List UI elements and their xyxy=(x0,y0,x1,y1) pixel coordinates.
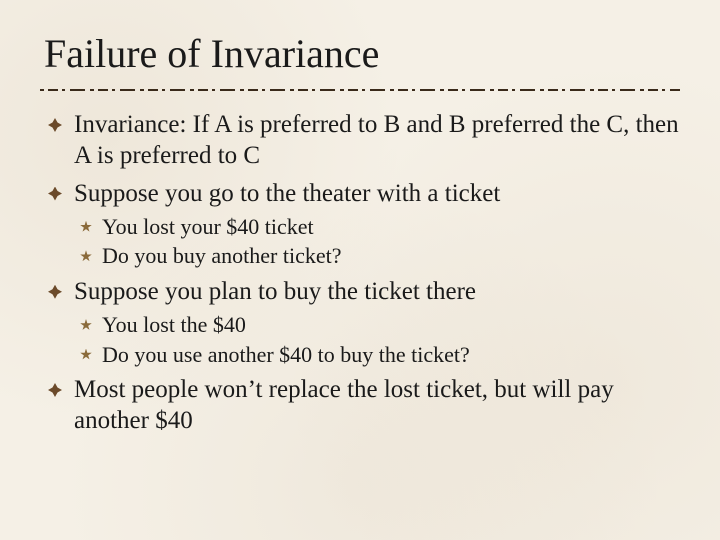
slide-title: Failure of Invariance xyxy=(40,30,680,77)
list-item: Suppose you plan to buy the ticket there… xyxy=(40,276,680,368)
sub-item-text: You lost your $40 ticket xyxy=(102,214,314,239)
item-text: Suppose you go to the theater with a tic… xyxy=(74,180,500,207)
list-item: Most people won’t replace the lost ticke… xyxy=(40,374,680,437)
title-divider xyxy=(40,89,680,91)
sub-list-item: Do you use another $40 to buy the ticket… xyxy=(74,341,680,369)
item-text: Invariance: If A is preferred to B and B… xyxy=(74,111,679,169)
item-text: Most people won’t replace the lost ticke… xyxy=(74,376,614,434)
sub-list-item: You lost the $40 xyxy=(74,311,680,339)
bullet-list: Invariance: If A is preferred to B and B… xyxy=(40,109,680,437)
sub-item-text: You lost the $40 xyxy=(102,312,246,337)
sub-list-item: Do you buy another ticket? xyxy=(74,242,680,270)
sub-list-item: You lost your $40 ticket xyxy=(74,213,680,241)
item-text: Suppose you plan to buy the ticket there xyxy=(74,278,476,305)
list-item: Invariance: If A is preferred to B and B… xyxy=(40,109,680,172)
sub-item-text: Do you use another $40 to buy the ticket… xyxy=(102,342,470,367)
list-item: Suppose you go to the theater with a tic… xyxy=(40,178,680,270)
sub-list: You lost the $40 Do you use another $40 … xyxy=(74,311,680,368)
sub-item-text: Do you buy another ticket? xyxy=(102,243,342,268)
slide: Failure of Invariance Invariance: If A i… xyxy=(0,0,720,540)
sub-list: You lost your $40 ticket Do you buy anot… xyxy=(74,213,680,270)
